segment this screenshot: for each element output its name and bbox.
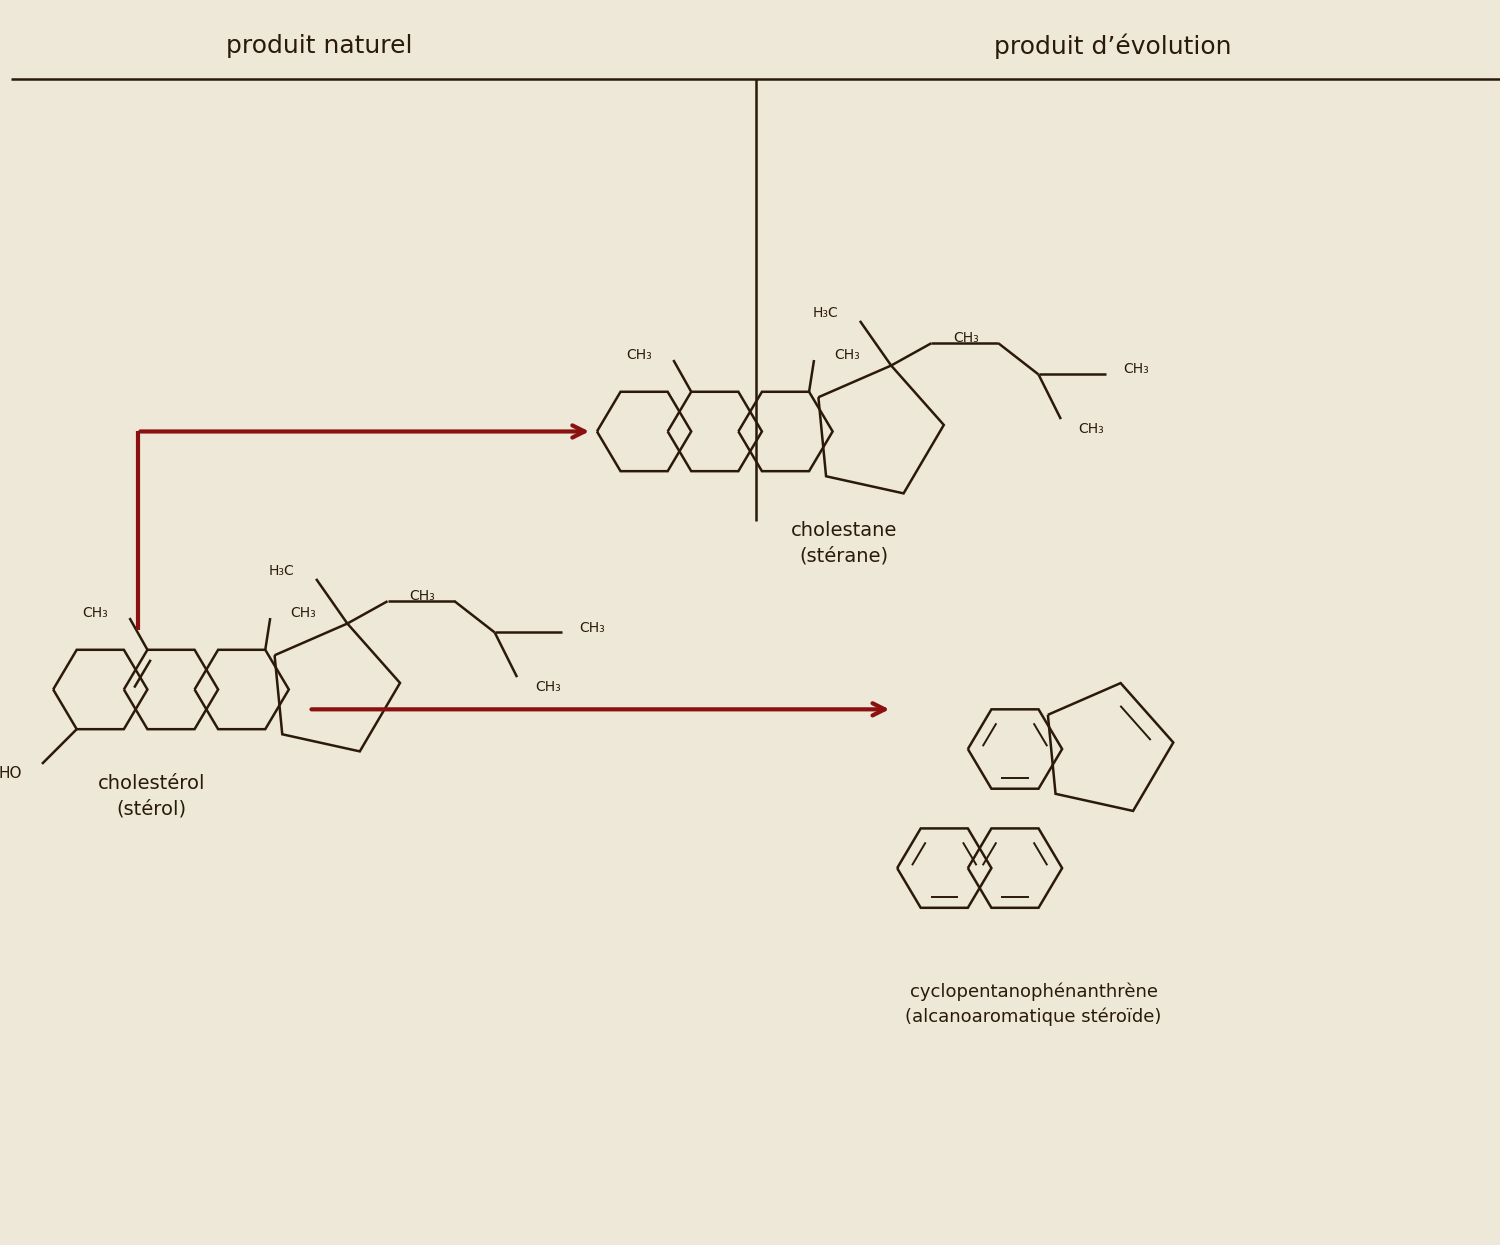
Text: CH₃: CH₃ [1078,422,1104,436]
Text: (stérol): (stérol) [116,799,186,818]
Text: CH₃: CH₃ [82,606,108,620]
Text: (alcanoaromatique stéroïde): (alcanoaromatique stéroïde) [906,1007,1162,1026]
Text: CH₃: CH₃ [536,680,561,693]
Text: produit d’évolution: produit d’évolution [994,34,1232,60]
Text: cholestane: cholestane [790,522,897,540]
Text: CH₃: CH₃ [952,331,980,345]
Text: CH₃: CH₃ [1124,362,1149,376]
Text: CH₃: CH₃ [626,349,651,362]
Text: produit naturel: produit naturel [226,35,412,59]
Text: HO: HO [0,767,22,782]
Text: CH₃: CH₃ [579,620,606,635]
Text: CH₃: CH₃ [834,349,860,362]
Text: cholestérol: cholestérol [98,774,206,793]
Text: CH₃: CH₃ [290,606,316,620]
Text: H₃C: H₃C [813,306,838,320]
Text: cyclopentanophénanthrène: cyclopentanophénanthrène [909,982,1158,1001]
Text: H₃C: H₃C [268,564,294,578]
Text: (stérane): (stérane) [800,547,888,565]
Text: CH₃: CH₃ [410,589,435,604]
